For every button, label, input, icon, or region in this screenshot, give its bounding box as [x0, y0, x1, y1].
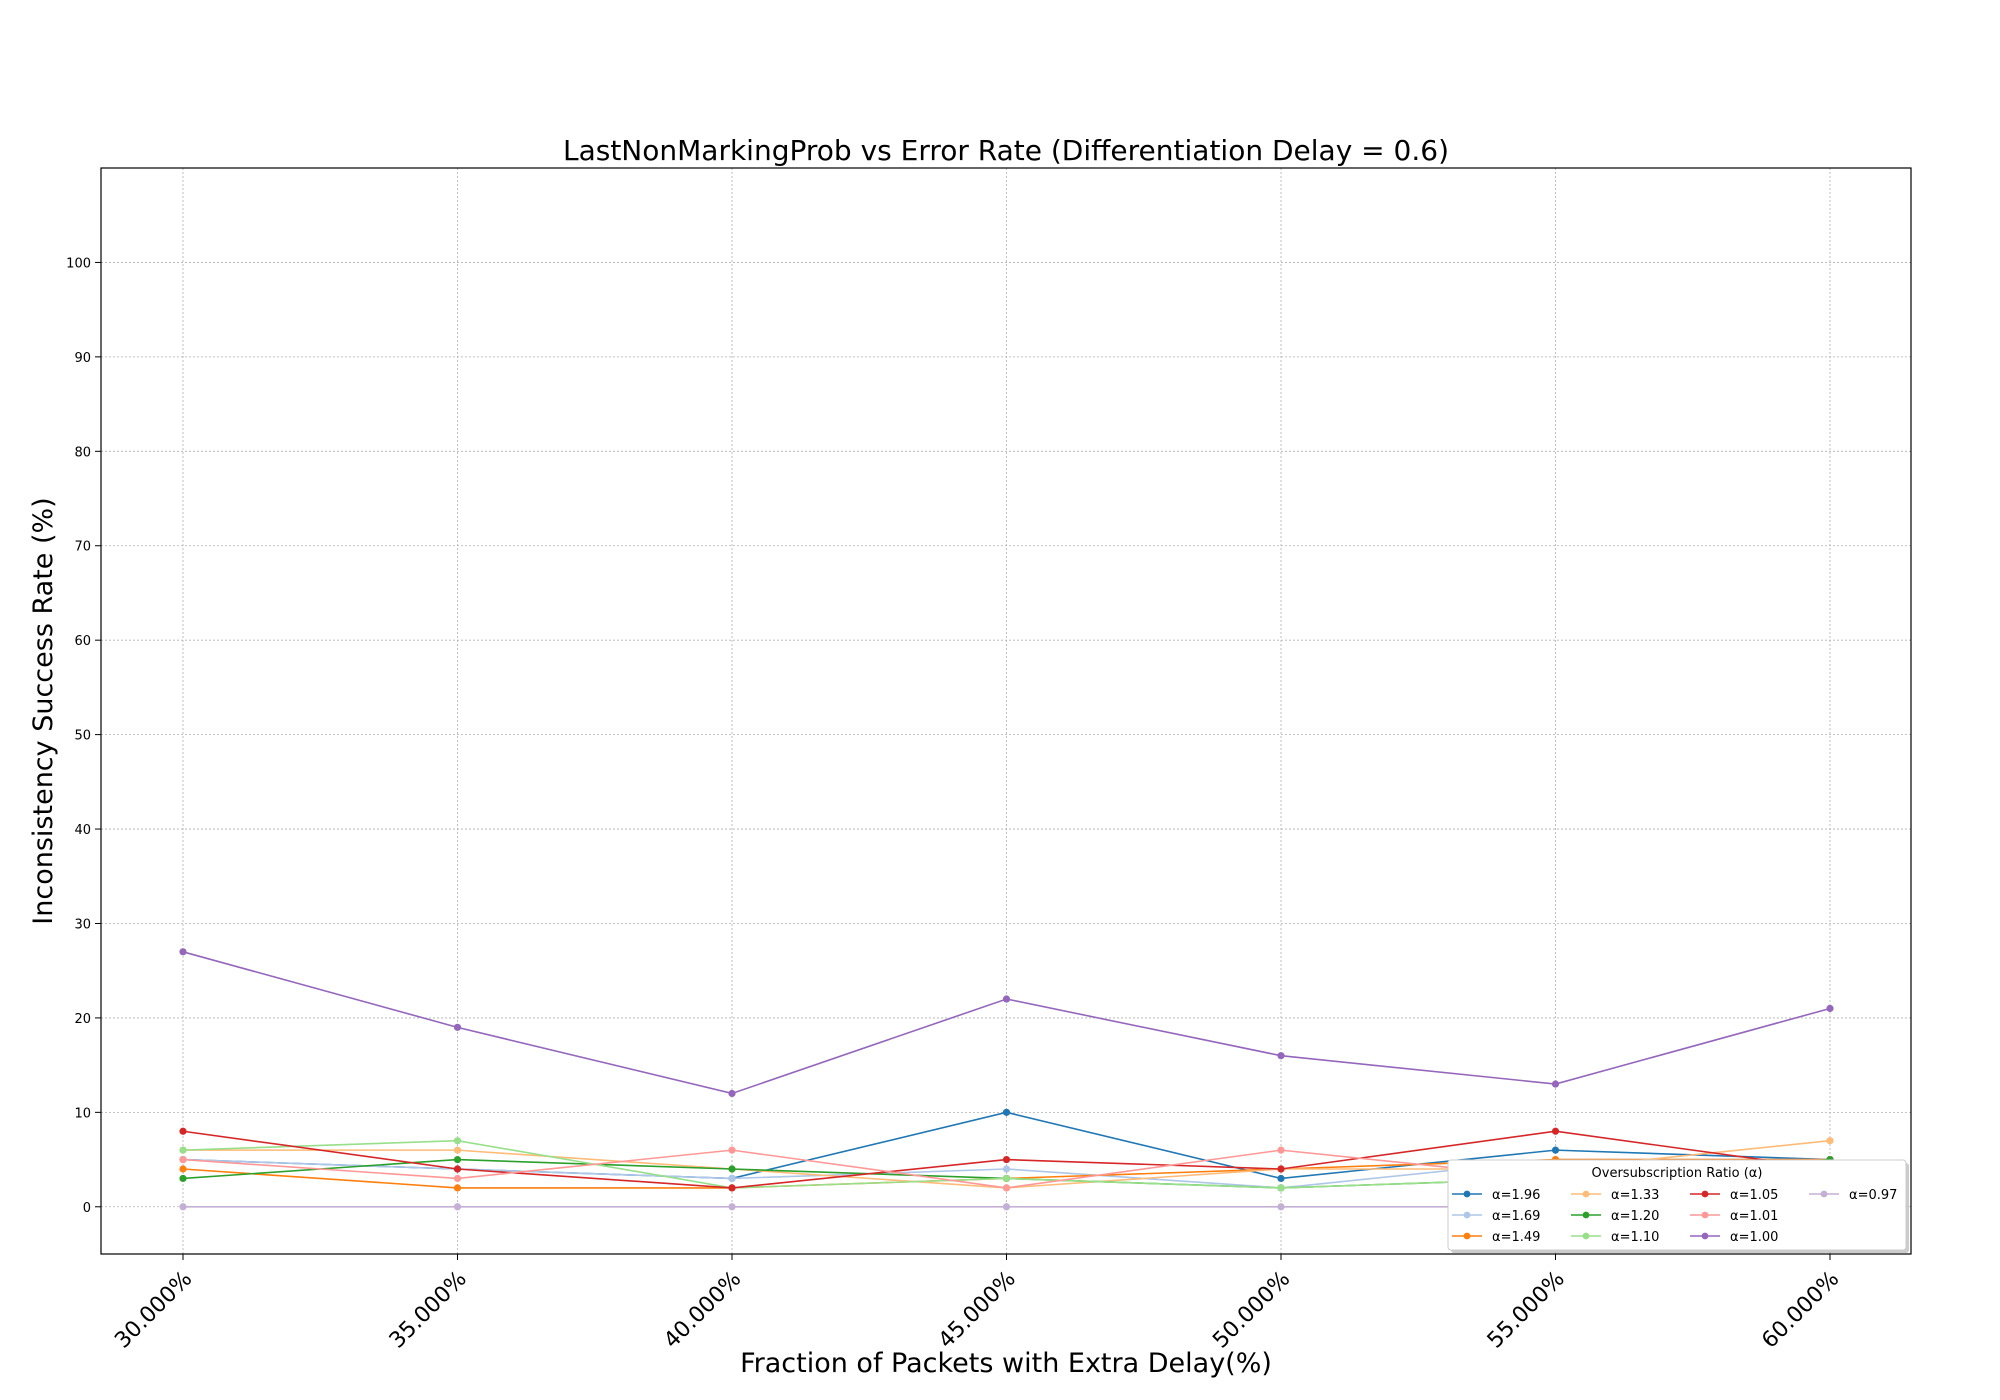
data-point [179, 1165, 187, 1173]
data-point [728, 1089, 736, 1098]
data-point [728, 1146, 736, 1154]
legend-item: α=1.05 [1690, 1188, 1778, 1203]
legend-label: α=1.10 [1611, 1230, 1659, 1245]
data-point [453, 1146, 462, 1154]
y-tick-label: 50 [74, 729, 91, 744]
legend-item: α=1.00 [1690, 1230, 1778, 1245]
data-point [1277, 1203, 1285, 1211]
y-tick-label: 30 [74, 917, 91, 932]
data-point [1277, 1146, 1285, 1154]
legend-swatch-marker [1463, 1190, 1471, 1198]
legend-swatch-marker [1463, 1211, 1471, 1219]
legend-label: α=1.96 [1492, 1188, 1540, 1203]
legend-label: α=1.05 [1730, 1188, 1778, 1203]
data-point [728, 1203, 736, 1211]
data-point [179, 1127, 187, 1135]
x-axis-label: Fraction of Packets with Extra Delay(%) [740, 1348, 1272, 1379]
grid [101, 168, 1911, 1254]
data-point [1277, 1165, 1285, 1173]
data-point [179, 1146, 187, 1154]
y-tick-label: 60 [74, 634, 91, 649]
data-point [1002, 1174, 1011, 1183]
data-point [1277, 1184, 1285, 1192]
data-point [1551, 1080, 1560, 1088]
data-point [1002, 1203, 1011, 1211]
data-point [1551, 1146, 1560, 1154]
legend-swatch-marker [1582, 1190, 1590, 1198]
legend-swatch-marker [1582, 1211, 1590, 1219]
legend-title: Oversubscription Ratio (α) [1592, 1166, 1763, 1181]
y-tick-label: 90 [74, 351, 91, 366]
data-point [1551, 1127, 1560, 1135]
y-tick-label: 80 [74, 445, 91, 460]
legend-item: α=1.20 [1571, 1209, 1659, 1224]
data-point [453, 1174, 462, 1183]
data-point [453, 1184, 462, 1192]
legend-item: α=1.33 [1571, 1188, 1659, 1203]
legend-label: α=0.97 [1849, 1188, 1897, 1203]
data-point [1277, 1174, 1285, 1183]
data-point [179, 1203, 187, 1211]
series-α=1.00 [179, 948, 1834, 1098]
data-point [179, 1174, 187, 1183]
data-point [1002, 1155, 1011, 1164]
legend-swatch-marker [1701, 1232, 1709, 1240]
legend-label: α=1.00 [1730, 1230, 1778, 1245]
data-point [453, 1155, 462, 1164]
data-point [728, 1174, 736, 1183]
data-point [453, 1023, 462, 1031]
y-axis-label: Inconsistency Success Rate (%) [28, 497, 59, 924]
legend-label: α=1.20 [1611, 1209, 1659, 1224]
data-point [1277, 1052, 1285, 1060]
data-point [453, 1203, 462, 1211]
legend-item: α=1.49 [1452, 1230, 1540, 1245]
legend-label: α=1.69 [1492, 1209, 1540, 1224]
y-tick-label: 10 [74, 1106, 91, 1121]
legend-label: α=1.01 [1730, 1209, 1778, 1224]
data-point [1002, 1165, 1011, 1173]
legend-label: α=1.33 [1611, 1188, 1659, 1203]
legend: Oversubscription Ratio (α) α=1.96 α=1.69 α=… [1447, 1159, 1909, 1253]
y-tick-label: 0 [83, 1201, 91, 1216]
legend-swatch-marker [1582, 1232, 1590, 1240]
chart-title: LastNonMarkingProb vs Error Rate (Differ… [563, 134, 1449, 167]
y-axis: 0 10 20 30 40 50 60 70 80 90 100 [66, 256, 101, 1216]
data-point [1002, 995, 1011, 1003]
data-point [1826, 1004, 1834, 1013]
data-point [1002, 1184, 1011, 1192]
data-point [453, 1165, 462, 1173]
data-point [728, 1184, 736, 1192]
legend-swatch-marker [1701, 1211, 1709, 1219]
y-tick-label: 100 [66, 256, 91, 271]
legend-label: α=1.49 [1492, 1230, 1540, 1245]
data-point [1002, 1108, 1011, 1116]
legend-item: α=1.01 [1690, 1209, 1778, 1224]
y-tick-label: 70 [74, 540, 91, 555]
data-point [179, 1155, 187, 1164]
legend-box [1447, 1159, 1907, 1251]
legend-item: α=0.97 [1809, 1188, 1897, 1203]
data-point [453, 1137, 462, 1145]
legend-swatch-marker [1463, 1232, 1471, 1240]
y-tick-label: 20 [74, 1012, 91, 1027]
data-point [179, 948, 187, 956]
legend-item: α=1.96 [1452, 1188, 1540, 1203]
legend-item: α=1.10 [1571, 1230, 1659, 1245]
legend-swatch-marker [1820, 1190, 1828, 1198]
y-tick-label: 40 [74, 823, 91, 838]
data-point [728, 1165, 736, 1173]
series-α=1.05 [179, 1127, 1834, 1192]
legend-swatch-marker [1701, 1190, 1709, 1198]
legend-item: α=1.69 [1452, 1209, 1540, 1224]
data-point [1826, 1137, 1834, 1145]
